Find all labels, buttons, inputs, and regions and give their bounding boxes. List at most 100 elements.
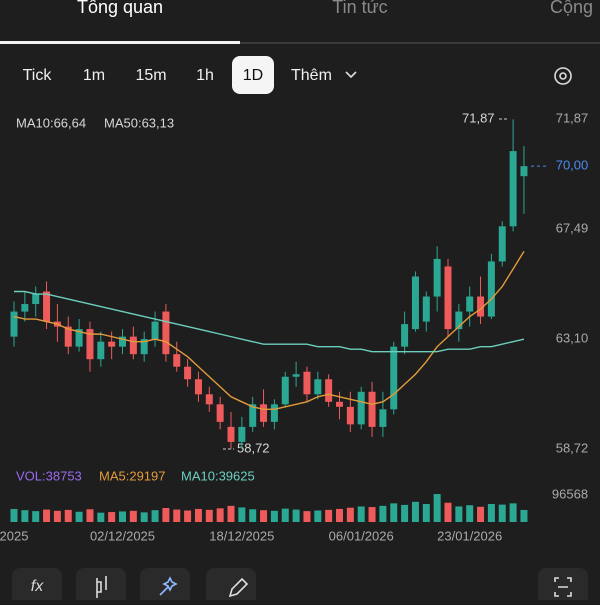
pencil-icon: [228, 577, 249, 598]
timeframe[interactable]: 1h: [196, 67, 214, 84]
tool-button[interactable]: [206, 568, 256, 605]
volume-bar: [336, 508, 343, 522]
tab[interactable]: Tin tức: [332, 0, 387, 17]
tab[interactable]: Cộng: [550, 0, 593, 17]
candle-body: [411, 276, 419, 330]
moving-average-line: [13, 251, 525, 411]
candle-body: [97, 341, 105, 360]
tool-button[interactable]: [12, 568, 62, 605]
x-tick-label: 06/01/2026: [329, 528, 394, 543]
volume-bar: [379, 505, 387, 522]
candle-body: [10, 311, 18, 337]
volume-bar: [43, 509, 51, 522]
x-tick-label: 02/12/2025: [90, 528, 155, 543]
volume-bar: [260, 510, 268, 522]
candle-body: [43, 291, 51, 322]
candle-body: [509, 151, 517, 227]
volume-bar: [129, 510, 137, 522]
tool-button[interactable]: [140, 568, 190, 605]
candle-body: [86, 329, 94, 360]
toolbar: fx: [12, 568, 588, 605]
volume-bar: [411, 501, 419, 522]
candle-body: [21, 304, 29, 312]
volume-tick-label: 96568: [552, 486, 588, 501]
candle-body: [303, 371, 311, 395]
legend-ma50: MA50:63,13: [104, 115, 174, 130]
volume-bar: [314, 510, 322, 522]
volume-bar: [455, 506, 463, 522]
candle-body: [433, 258, 441, 297]
candle-body: [325, 379, 333, 402]
candle-body: [477, 296, 485, 317]
candle-body: [260, 404, 268, 422]
volume-bar: [21, 510, 29, 522]
timeframe-selected[interactable]: [232, 56, 274, 94]
candle-body: [249, 404, 257, 427]
volume-bar: [227, 505, 235, 522]
tab-indicator: [0, 41, 240, 44]
candle-body: [455, 311, 463, 330]
candle-body: [129, 336, 137, 355]
volume-bar: [390, 503, 398, 522]
volume-bar: [86, 509, 94, 522]
candle-body: [270, 404, 278, 422]
volume-bar: [64, 509, 72, 522]
timeframe[interactable]: Tick: [23, 67, 53, 84]
volume-bar: [477, 506, 485, 522]
timeframe-more[interactable]: Thêm: [291, 67, 332, 84]
candle-body: [487, 261, 495, 317]
settings-icon[interactable]: [554, 67, 572, 85]
volume-bar: [173, 509, 181, 522]
candle-body: [357, 391, 365, 425]
volume-bar: [281, 508, 289, 522]
y-tick-label: 71,87: [556, 111, 589, 126]
candle-body: [401, 324, 409, 347]
candle-body: [64, 326, 72, 347]
volume-bar: [184, 510, 192, 522]
tool-button[interactable]: [538, 568, 588, 605]
volume-bar: [108, 512, 116, 522]
timeframe[interactable]: 1D: [243, 67, 263, 84]
chevron: [345, 71, 357, 79]
volume-bar: [325, 509, 333, 522]
candle-body: [216, 404, 224, 422]
volume-bar: [162, 508, 170, 522]
volume-bar: [75, 511, 83, 522]
scan-icon: [554, 577, 572, 597]
candle-body: [205, 394, 213, 405]
candle-body: [368, 391, 376, 427]
tab[interactable]: Tổng quan: [77, 0, 163, 17]
candle-body: [32, 294, 40, 305]
volume-bar: [487, 503, 495, 522]
volume-bar: [509, 503, 517, 522]
volume-bar: [303, 511, 311, 522]
timeframe[interactable]: 15m: [135, 67, 166, 84]
candle-body: [466, 296, 474, 312]
low-label: 58,72: [237, 440, 270, 455]
candle-body: [238, 426, 246, 442]
candle-body: [379, 409, 387, 427]
volume-bar: [97, 512, 105, 522]
candle-body: [336, 401, 343, 407]
volume-bar: [422, 503, 430, 522]
volume-bar: [216, 508, 224, 522]
candle-body: [520, 166, 528, 177]
volume-bar: [10, 508, 18, 522]
candle-body: [108, 341, 116, 347]
legend-ma10: MA10:66,64: [16, 115, 86, 130]
candle-body: [498, 226, 506, 262]
candle-body: [184, 366, 192, 380]
volume-bar: [151, 510, 159, 522]
candle-body: [281, 376, 289, 405]
volume-legend: MA10:39625: [181, 468, 255, 483]
volume-bar: [433, 494, 441, 522]
volume-bar: [401, 504, 409, 522]
timeframe[interactable]: 1m: [83, 67, 105, 84]
volume-bar: [249, 509, 257, 522]
volume-bar: [194, 508, 202, 522]
y-tick-label: 63,10: [556, 331, 589, 346]
volume-bar: [53, 510, 61, 522]
volume-legend: VOL:38753: [16, 468, 82, 483]
